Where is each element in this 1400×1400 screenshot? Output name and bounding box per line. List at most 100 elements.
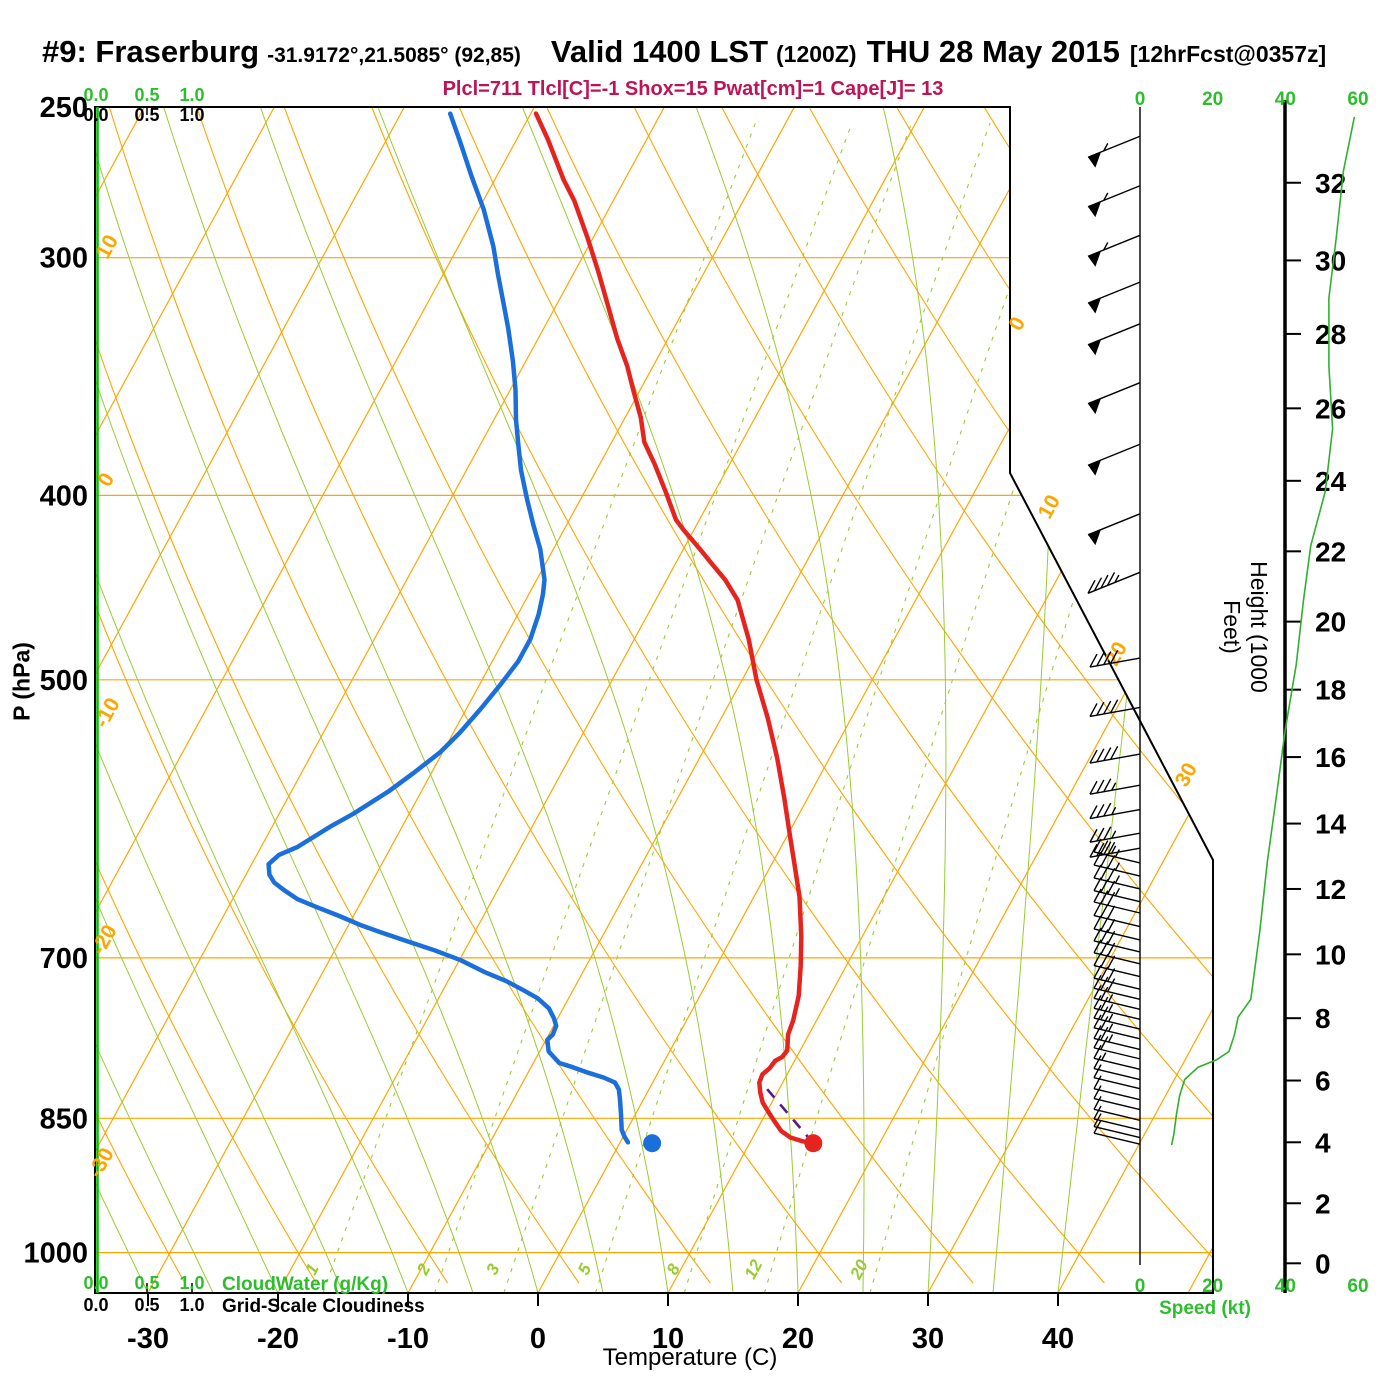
- valid-date: THU 28 May 2015: [866, 34, 1120, 69]
- height-label: 14: [1315, 809, 1347, 840]
- mixing-ratio-label: 3: [482, 1260, 503, 1278]
- height-label: 20: [1315, 607, 1346, 638]
- moist-adiabat-line: [259, 107, 669, 1293]
- dry-adiabat-line: [283, 107, 974, 1284]
- cloudwater-scale-top: 0.5: [134, 85, 159, 105]
- sounding-indices: Plcl=711 Tlcl[C]=-1 Shox=15 Pwat[cm]=1 C…: [442, 78, 944, 100]
- wind-barb: [1087, 382, 1141, 415]
- temperature-label: 0: [530, 1323, 546, 1355]
- height-label: 16: [1315, 742, 1346, 773]
- mixing-ratio-line: [594, 122, 991, 1293]
- cloudwater-scale-top: 1.0: [179, 85, 204, 105]
- wind-barb: [1087, 234, 1141, 267]
- cloudiness-scale-top: 0.0: [83, 105, 108, 125]
- temperature-axis-title: Temperature (C): [602, 1344, 778, 1371]
- cloudwater-scale-bottom: 0.0: [83, 1273, 108, 1293]
- mixing-ratio-line: [434, 122, 853, 1293]
- pressure-label: 1000: [23, 1238, 88, 1270]
- wind-barb: [1093, 1025, 1141, 1051]
- isotherm-line: [147, 107, 795, 1293]
- cloudwater-scale-top: 0.0: [83, 85, 108, 105]
- dry-adiabat-line: [108, 107, 711, 1284]
- temperature-label: 10: [652, 1323, 684, 1355]
- cloudwater-scale-title: CloudWater (g/Kg): [222, 1274, 389, 1295]
- wind-barb: [1093, 1119, 1141, 1145]
- cloudiness-scale-top: 0.5: [134, 105, 159, 125]
- speed-scale-top: 40: [1275, 89, 1296, 110]
- moist-adiabat-line: [95, 107, 344, 1293]
- temperature-label: 30: [912, 1323, 944, 1355]
- temperature-label: 20: [782, 1323, 814, 1355]
- mixing-ratio-line: [869, 122, 1213, 1293]
- speed-scale-bottom: 20: [1202, 1276, 1223, 1297]
- green-gridlines: [95, 107, 1213, 1293]
- isotherm-line: [927, 107, 1213, 1293]
- pressure-axis-title: P (hPa): [8, 642, 35, 721]
- dry-adiabat-line: [458, 107, 1213, 1284]
- height-label: 24: [1315, 466, 1347, 497]
- cloudwater-scale-bottom: 0.5: [134, 1273, 159, 1293]
- mixing-ratio-label: 5: [574, 1260, 595, 1278]
- speed-scale-bottom: 0: [1135, 1276, 1146, 1297]
- station-name: #9: Fraserburg: [42, 34, 260, 69]
- wind-barb: [1089, 649, 1141, 668]
- surface-dewpoint-dot: [643, 1134, 662, 1153]
- wind-barb: [1093, 939, 1141, 965]
- cloudiness-scale-bottom: 0.0: [83, 1295, 108, 1315]
- plot-frame: [94, 106, 1214, 1306]
- pressure-label: 700: [40, 943, 88, 975]
- isotherm-line: [277, 107, 925, 1293]
- wind-barb: [1093, 1095, 1141, 1121]
- orange-gridlines: [95, 107, 1213, 1293]
- isotherm-value-label: 10: [1034, 491, 1065, 523]
- pressure-label: 850: [40, 1103, 88, 1135]
- wind-barb: [1093, 952, 1141, 978]
- wind-barb: [1089, 841, 1141, 858]
- wind-barb: [1087, 323, 1141, 356]
- speed-scale-top: 0: [1135, 89, 1146, 110]
- mixing-ratio-line: [683, 122, 1067, 1293]
- wind-barb: [1087, 513, 1141, 546]
- height-label: 2: [1315, 1188, 1331, 1219]
- pressure-label: 500: [40, 665, 88, 697]
- moist-adiabat-line: [882, 107, 947, 1293]
- temperature-label: -10: [387, 1323, 429, 1355]
- moist-adiabat-line: [95, 107, 474, 1293]
- chart-title: #9: Fraserburg -31.9172°,21.5085° (92,85…: [42, 34, 1326, 70]
- wind-barb: [1093, 994, 1141, 1020]
- dry-adiabat-line: [95, 107, 317, 1284]
- pressure-label: 300: [40, 243, 88, 275]
- wind-speed-curve: [1170, 116, 1356, 1146]
- wind-barb: [1089, 802, 1141, 820]
- isotherm-value-label: 0: [1004, 313, 1030, 334]
- wind-barb: [1093, 1105, 1141, 1131]
- mixing-ratio-label: 12: [741, 1256, 767, 1282]
- wind-barb: [1093, 1014, 1141, 1040]
- wind-barb: [1087, 185, 1141, 218]
- cloudwater-scale-bottom: 1.0: [179, 1273, 204, 1293]
- plot-border: [94, 106, 1214, 1294]
- wind-barb: [1087, 443, 1141, 476]
- temperature-label: 40: [1042, 1323, 1074, 1355]
- pressure-label: 400: [40, 480, 88, 512]
- dry-adiabat-line: [721, 107, 1213, 1284]
- wind-barb: [1093, 877, 1141, 903]
- dry-adiabat-line: [196, 107, 843, 1284]
- wind-barb: [1087, 281, 1141, 314]
- valid-time: Valid 1400 LST: [550, 34, 769, 69]
- wind-barb: [1093, 888, 1141, 914]
- moist-adiabat-line: [695, 107, 865, 1293]
- height-label: 22: [1315, 536, 1346, 567]
- moist-adiabat-line: [163, 107, 604, 1293]
- wind-barb: [1093, 915, 1141, 941]
- moist-adiabat-line: [95, 107, 539, 1293]
- height-label: 30: [1315, 245, 1346, 276]
- isotherm-line: [1057, 107, 1213, 1293]
- wind-barb: [1089, 699, 1141, 718]
- height-label: 12: [1315, 874, 1346, 905]
- dry-adiabat-line: [1158, 107, 1213, 1284]
- isotherm-line: [95, 107, 405, 1293]
- height-label: 6: [1315, 1066, 1331, 1097]
